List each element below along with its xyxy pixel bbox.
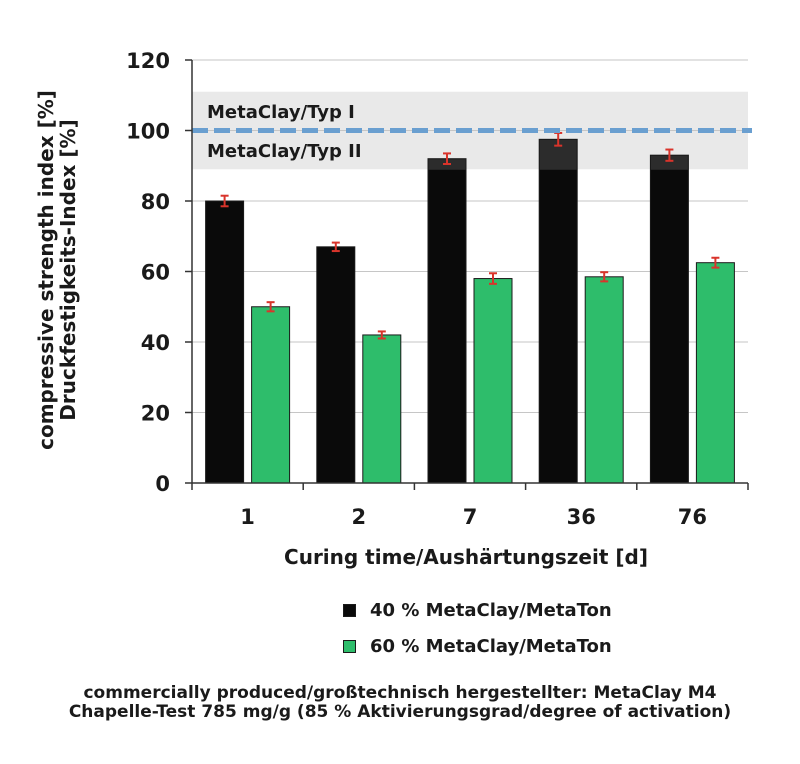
- x-tick-36: 36: [567, 505, 596, 529]
- band-label-1: MetaClay/Typ I: [207, 102, 355, 123]
- x-tick-2: 2: [351, 505, 366, 529]
- legend-label-60: 60 % MetaClay/MetaTon: [370, 635, 612, 657]
- y-tick-120: 120: [126, 49, 170, 73]
- bar-s1-1: [205, 200, 245, 484]
- error-bar-s2-2: [377, 330, 386, 340]
- x-tick-labels: 1 2 7 36 76: [240, 505, 707, 529]
- x-tick-76: 76: [678, 505, 707, 529]
- error-bar-s2-7: [489, 272, 497, 285]
- legend-label-40: 40 % MetaClay/MetaTon: [370, 599, 612, 621]
- bars: [205, 131, 735, 484]
- bar-s1-36: [538, 138, 578, 484]
- band-1: [192, 91, 748, 131]
- y-axis-title-line1: compressive strength index [%]: [34, 90, 58, 450]
- reference-bands: MetaClay/Typ I MetaClay/Typ II: [192, 91, 748, 170]
- bar-s2-2: [362, 334, 402, 484]
- x-tick-1: 1: [240, 505, 255, 529]
- y-tick-40: 40: [141, 331, 170, 355]
- y-tick-100: 100: [126, 120, 170, 144]
- error-bar-s1-7: [443, 152, 451, 165]
- bar-s1-2: [316, 246, 356, 484]
- band-label-2: MetaClay/Typ II: [207, 141, 362, 162]
- y-axis-title-line2: Druckfestigkeits-Index [%]: [56, 119, 80, 420]
- legend-item-60: 60 % MetaClay/MetaTon: [343, 634, 612, 658]
- legend-item-40: 40 % MetaClay/MetaTon: [343, 598, 612, 622]
- bar-s2-36: [584, 276, 624, 484]
- axes: [185, 59, 749, 490]
- bar-band-shade-76: [650, 155, 688, 170]
- footnote-line-2: Chapelle-Test 785 mg/g (85 % Aktivierung…: [68, 702, 732, 722]
- y-tick-80: 80: [141, 190, 170, 214]
- bar-chart: MetaClay/Typ I MetaClay/Typ II 0 20 40 60 80 1…: [34, 49, 752, 569]
- error-bar-s1-76: [665, 148, 674, 162]
- y-tick-20: 20: [141, 402, 170, 426]
- legend: 40 % MetaClay/MetaTon 60 % MetaClay/Meta…: [343, 598, 612, 670]
- y-tick-labels: 0 20 40 60 80 100 120: [126, 49, 170, 496]
- x-axis-title: Curing time/Aushärtungszeit [d]: [284, 545, 648, 569]
- error-bar-s2-1: [266, 301, 275, 313]
- error-bar-s1-1: [220, 194, 229, 208]
- legend-swatch-40: [343, 603, 356, 617]
- y-tick-0: 0: [155, 472, 170, 496]
- bar-s2-7: [473, 278, 513, 484]
- footnote: commercially produced/großtechnisch herg…: [0, 684, 800, 722]
- error-bar-s1-2: [331, 241, 340, 253]
- bar-s1-76: [649, 154, 689, 484]
- bar-s2-1: [251, 306, 291, 484]
- legend-swatch-60: [343, 639, 356, 653]
- footnote-line-1: commercially produced/großtechnisch herg…: [83, 683, 717, 703]
- x-tick-7: 7: [463, 505, 478, 529]
- y-tick-60: 60: [141, 261, 170, 285]
- error-bar-s2-76: [711, 256, 720, 269]
- bar-s1-7: [427, 158, 467, 484]
- error-bar-s2-36: [600, 271, 609, 283]
- bar-s2-76: [695, 262, 735, 484]
